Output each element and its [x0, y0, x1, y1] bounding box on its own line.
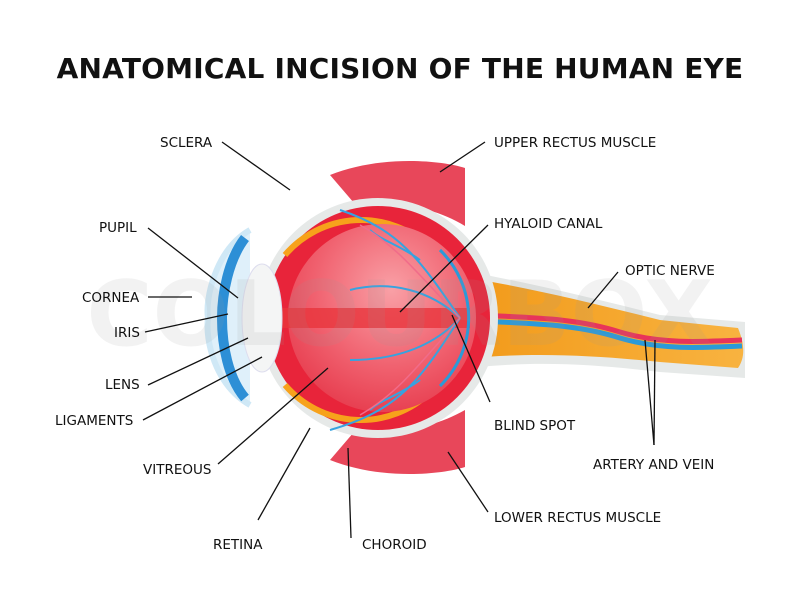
lower-rectus-muscle: [330, 410, 465, 475]
page-title: ANATOMICAL INCISION OF THE HUMAN EYE: [56, 52, 744, 85]
retina-blue: [438, 248, 471, 388]
retina-vessels: [329, 209, 461, 431]
retina-vessels-red: [359, 224, 461, 416]
label-hyaloid: HYALOID CANAL: [494, 216, 603, 232]
label-pupil: PUPIL: [99, 220, 137, 236]
watermark: COLOURBOX: [87, 262, 714, 367]
label-ligaments: LIGAMENTS: [55, 413, 133, 429]
leader-lines: [142, 141, 656, 539]
label-upper-rectus: UPPER RECTUS MUSCLE: [494, 135, 656, 151]
vein: [461, 317, 743, 350]
label-artery-vein: ARTERY AND VEIN: [593, 457, 714, 473]
label-blind-spot: BLIND SPOT: [494, 418, 576, 434]
label-retina: RETINA: [213, 537, 263, 553]
hyaloid-canal: [270, 308, 470, 328]
label-vitreous: VITREOUS: [143, 462, 211, 478]
upper-rectus-muscle: [330, 160, 465, 226]
iris-cornea-blue: [216, 234, 250, 402]
artery: [461, 311, 743, 344]
label-sclera: SCLERA: [160, 135, 213, 151]
label-choroid: CHOROID: [362, 537, 427, 553]
label-lens: LENS: [105, 377, 140, 393]
label-optic-nerve: OPTIC NERVE: [625, 263, 715, 279]
lens: [241, 263, 283, 373]
label-lower-rectus: LOWER RECTUS MUSCLE: [494, 510, 661, 526]
label-iris: IRIS: [114, 325, 140, 341]
label-cornea: CORNEA: [82, 290, 140, 306]
